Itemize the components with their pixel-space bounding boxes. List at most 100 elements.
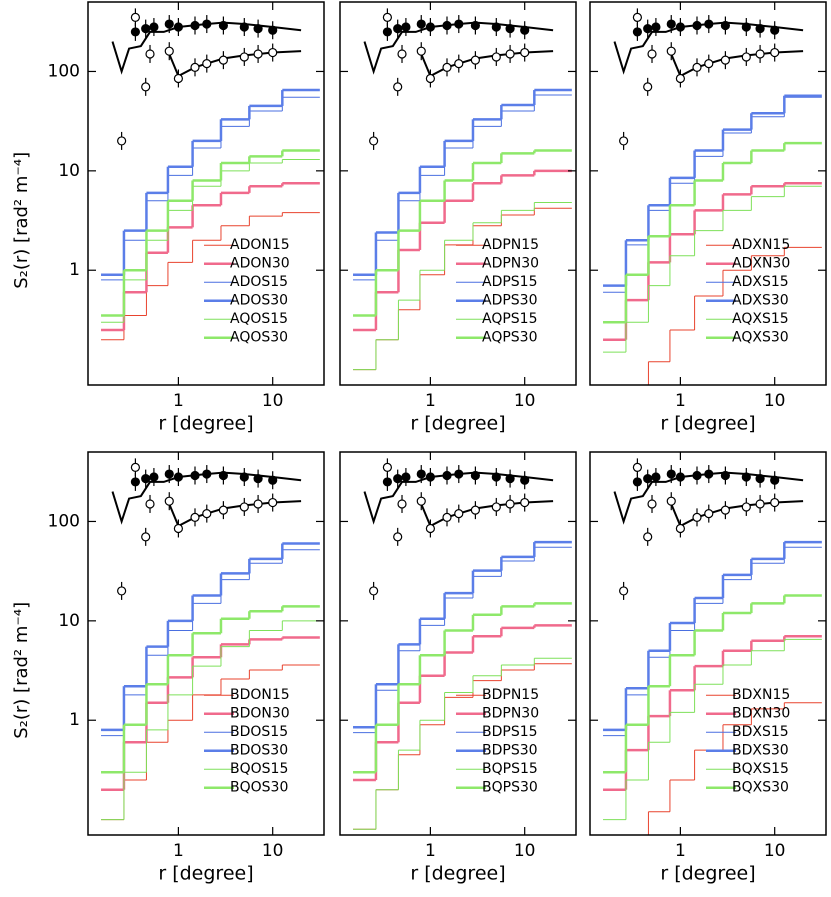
data-point (770, 497, 780, 508)
data-point (117, 586, 127, 596)
y-axis-label: S₂(r) [rad² m⁻⁴] (11, 152, 32, 289)
data-point (692, 512, 702, 522)
data-point (239, 52, 249, 62)
legend-label: BDXN15 (732, 687, 790, 703)
data-point (666, 496, 676, 506)
data-point (239, 502, 249, 512)
data-point (253, 473, 263, 484)
data-point (692, 470, 702, 481)
data-point (218, 20, 228, 31)
legend-label: AQPS30 (482, 330, 538, 346)
legend-label: BQXS30 (732, 780, 789, 796)
legend-label: BDON15 (230, 687, 290, 703)
data-point (505, 23, 515, 34)
data-point (755, 23, 765, 34)
data-point (393, 82, 403, 92)
legend-label: BDXS30 (732, 743, 789, 759)
data-point (505, 473, 515, 484)
data-point (397, 499, 407, 509)
axes-frame (589, 1, 827, 386)
data-point (770, 47, 780, 58)
panel: 1 10 100 1 10 r [degree] S₂(r) [rad² m⁻⁴] BDON1… (11, 451, 325, 885)
data-point (164, 469, 174, 479)
data-point (369, 136, 379, 146)
data-point (651, 472, 661, 482)
data-point (425, 22, 435, 32)
legend-label: ADON15 (230, 237, 290, 253)
data-point (692, 62, 702, 72)
axes-frame (589, 451, 827, 836)
data-point (643, 82, 653, 92)
data-point (619, 136, 629, 146)
panel: 1 10 100 1 10 r [degree] S₂(r) [rad² m⁻⁴] ADON1… (11, 1, 325, 435)
data-point (704, 19, 714, 29)
x-axis-label: r [degree] (410, 413, 505, 435)
data-point (720, 20, 730, 31)
legend-label: ADOS15 (230, 274, 288, 290)
data-point (164, 46, 174, 56)
data-point (741, 472, 751, 482)
model-curve (363, 21, 554, 75)
x-tick-label: 1 (425, 841, 436, 861)
data-point (382, 12, 393, 22)
panel: 1 10 r [degree] ADPN15 ADPN30 ADPS15 ADPS30 AQP… (339, 1, 577, 435)
data-point (397, 49, 407, 59)
legend-label: AQXS15 (732, 311, 789, 327)
axes-frame (339, 1, 577, 386)
legend-label: ADXN30 (732, 256, 790, 272)
data-point (720, 470, 730, 481)
legend-label: AQXS30 (732, 330, 789, 346)
y-tick-label: 10 (58, 161, 80, 181)
data-point (239, 472, 249, 482)
x-axis-label: r [degree] (660, 413, 755, 435)
data-point (382, 462, 393, 472)
legend-label: BDON30 (230, 706, 290, 722)
plot-area (101, 458, 320, 821)
data-point (416, 496, 426, 506)
legend-label: BDOS15 (230, 724, 288, 740)
data-point (117, 136, 127, 146)
data-point (632, 462, 643, 472)
data-point (491, 472, 501, 482)
data-point (692, 20, 702, 31)
data-point (218, 55, 228, 65)
data-point (190, 20, 200, 31)
plot-area (353, 8, 572, 371)
data-point (651, 22, 661, 32)
y-tick-label: 1 (69, 710, 80, 730)
legend-label: BQPS15 (482, 761, 538, 777)
legend-label: BQOS15 (230, 761, 288, 777)
data-point (619, 586, 629, 596)
data-point (173, 73, 183, 84)
legend-label: BDPN15 (482, 687, 539, 703)
data-point (141, 473, 151, 484)
data-point (454, 469, 464, 479)
data-point (239, 22, 249, 32)
axes-frame (87, 1, 325, 386)
y-tick-label: 1 (69, 260, 80, 280)
data-point (520, 47, 530, 58)
data-point (520, 25, 530, 35)
legend-label: BDOS30 (230, 743, 288, 759)
data-point (393, 23, 403, 34)
data-point (470, 55, 480, 65)
data-point (520, 475, 530, 485)
legend-label: BDPS15 (482, 724, 538, 740)
model-curve (613, 471, 804, 525)
data-point (401, 22, 411, 32)
data-point (130, 27, 141, 37)
model-curve (613, 21, 804, 75)
legend-label: AQOS30 (230, 330, 288, 346)
model-curve (168, 500, 302, 528)
panel: 1 10 r [degree] BDXN15 BDXN30 BDXS15 BDXS30 BQX… (589, 451, 827, 885)
data-point (130, 12, 141, 22)
axes-frame (87, 451, 325, 836)
data-point (145, 49, 155, 59)
data-point (442, 20, 452, 31)
legend-label: ADXS30 (732, 293, 789, 309)
data-point (632, 477, 643, 487)
legend-label: ADOS30 (230, 293, 288, 309)
legend-label: AQPS15 (482, 311, 538, 327)
legend-label: BQOS30 (230, 780, 288, 796)
